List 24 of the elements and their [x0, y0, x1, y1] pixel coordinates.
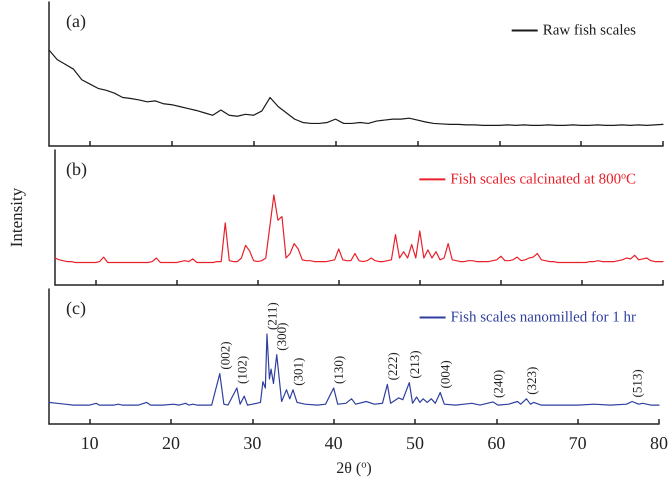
x-tick-label: 70	[568, 433, 587, 453]
annotation: (102)	[234, 356, 250, 384]
annotation: (002)	[217, 341, 232, 370]
annotation: (130)	[331, 356, 346, 384]
annotation: (213)	[406, 350, 422, 379]
x-tick-label: 30	[243, 433, 262, 453]
legend-label: Raw fish scales	[542, 22, 636, 38]
annotation: (323)	[524, 366, 539, 395]
annotation: (301)	[290, 358, 306, 386]
annotation: (004)	[438, 360, 453, 388]
chart-title: (b)	[66, 159, 87, 179]
x-tick-label: 10	[80, 433, 99, 453]
annotation: (513)	[630, 369, 645, 398]
chart-title: (c)	[66, 298, 86, 318]
x-tick-label: 60	[487, 433, 506, 453]
annotation: (222)	[384, 352, 400, 380]
y-axis-title: Intensity	[7, 187, 26, 248]
chart-title: (a)	[66, 11, 86, 31]
x-tick-label: 80	[650, 433, 668, 453]
legend-label: Fish scales nanomilled for 1 hr	[450, 310, 636, 326]
annotation: (240)	[490, 370, 506, 398]
x-tick-label: 50	[406, 433, 424, 453]
x-tick-label: 20	[162, 433, 180, 453]
x-tick-label: 40	[324, 433, 343, 453]
